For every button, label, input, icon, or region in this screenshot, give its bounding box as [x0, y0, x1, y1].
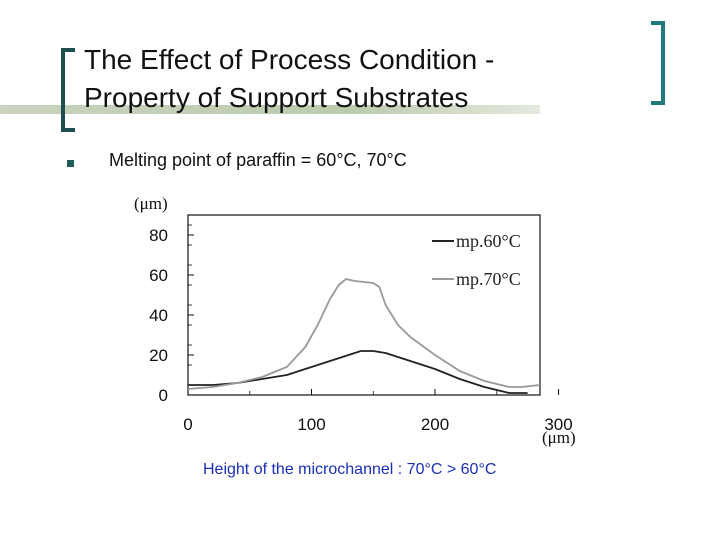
series-lines [187, 278, 541, 394]
x-axis-ticks: 0 100 200 300 [183, 389, 573, 434]
right-bracket-decoration [651, 21, 665, 105]
x-tick-label: 200 [421, 415, 449, 434]
series-line-mp70 [187, 278, 541, 390]
x-tick-label: 100 [297, 415, 325, 434]
legend: mp.60°C mp.70°C [432, 231, 521, 289]
bullet-text: Melting point of paraffin = 60°C, 70°C [109, 150, 407, 170]
y-tick-label: 20 [149, 346, 168, 365]
slide-title-line2: Property of Support Substrates [84, 82, 469, 113]
y-tick-label: 80 [149, 226, 168, 245]
x-tick-label: 0 [183, 415, 192, 434]
slide-title-line1: The Effect of Process Condition - [84, 44, 495, 75]
left-bracket-decoration [61, 48, 75, 132]
legend-label: mp.70°C [456, 269, 521, 289]
y-tick-label: 60 [149, 266, 168, 285]
series-line-mp60 [188, 350, 528, 394]
y-axis-ticks: 0 20 40 60 80 [149, 224, 194, 405]
bullet-square-icon [67, 160, 74, 167]
x-tick-label: 300 [544, 415, 572, 434]
y-axis-label: (μm) [134, 194, 168, 213]
slide-title: The Effect of Process Condition - Proper… [84, 41, 624, 117]
x-axis-label: (μm) [542, 428, 576, 447]
y-tick-label: 40 [149, 306, 168, 325]
chart-caption: Height of the microchannel : 70°C > 60°C [203, 461, 497, 478]
title-underline-bar [0, 105, 540, 114]
y-tick-label: 0 [159, 386, 168, 405]
legend-label: mp.60°C [456, 231, 521, 251]
height-profile-chart: 0 20 40 60 80 0 100 200 300 mp.60°C mp.70°C (μm)… [134, 194, 576, 447]
